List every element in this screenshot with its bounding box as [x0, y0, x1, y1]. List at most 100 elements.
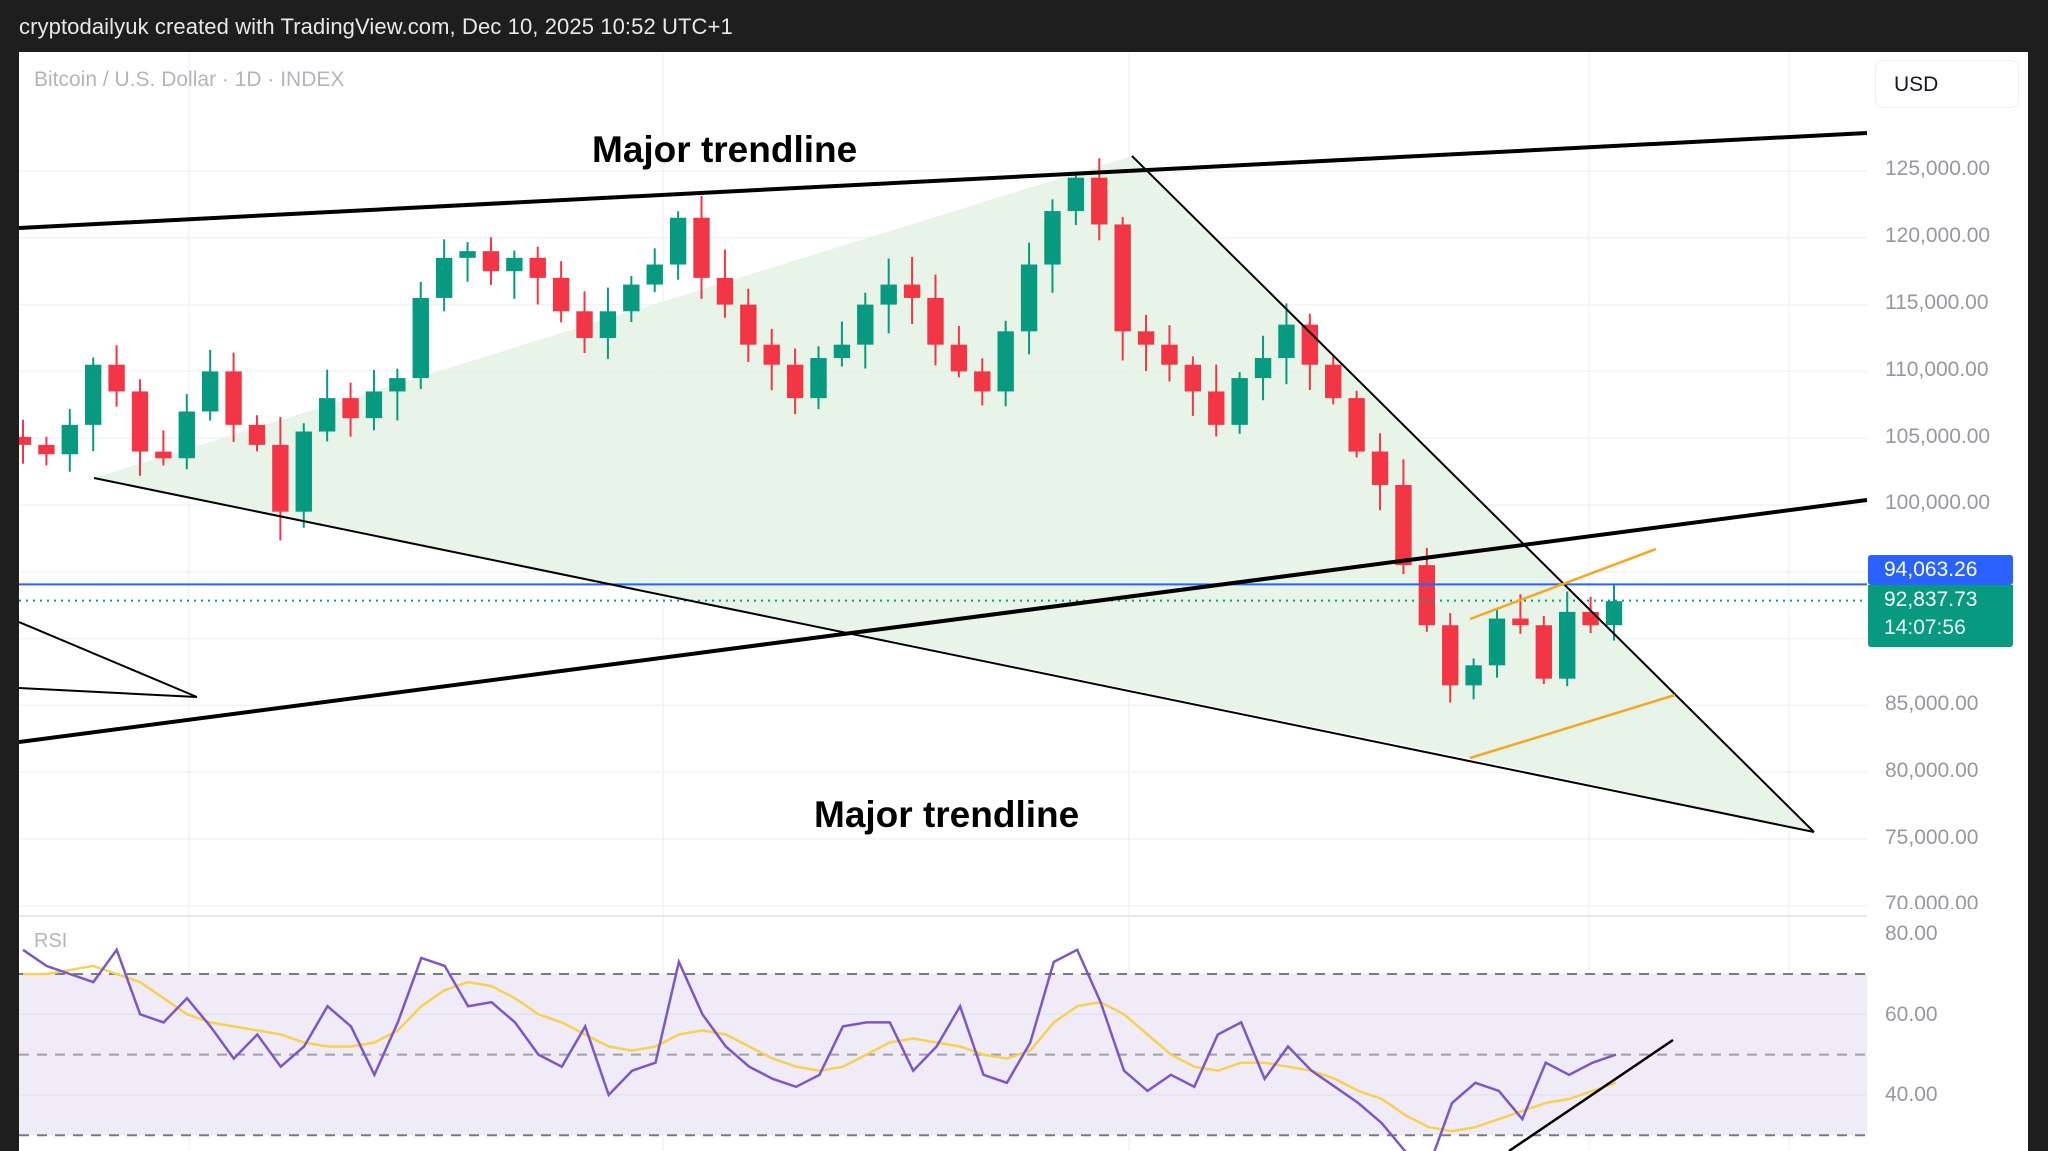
rsi-axis-label: 60.00 — [1885, 1003, 1938, 1026]
candle-body — [950, 344, 968, 372]
candle-body — [693, 217, 710, 278]
candle-body — [529, 257, 546, 278]
candle-body — [927, 297, 944, 345]
candle-body — [763, 344, 780, 365]
candle-body — [248, 424, 266, 445]
candle-body — [669, 217, 687, 265]
candle-body — [365, 391, 383, 419]
wedge-upper-line — [1131, 155, 1815, 833]
candle-body — [342, 398, 359, 419]
last-price-tag[interactable]: 92,837.73 14:07:56 — [1868, 585, 2013, 647]
candle-body — [108, 364, 125, 392]
candle-body — [1395, 484, 1412, 566]
price-axis-label: 125,000.00 — [1885, 157, 1991, 180]
candle-body — [1512, 618, 1529, 626]
candle-body — [646, 264, 663, 285]
attribution-text: cryptodailyuk created with TradingView.c… — [19, 14, 733, 39]
bar-countdown: 14:07:56 — [1884, 616, 1966, 639]
candle-body — [1582, 611, 1599, 626]
price-axis-label: 115,000.00 — [1885, 291, 1989, 314]
candle-body — [903, 284, 921, 298]
candle-body — [482, 251, 500, 272]
candle-body — [833, 344, 851, 359]
annotation-top-trendline[interactable]: Major trendline — [592, 129, 858, 170]
candle-body — [1442, 625, 1459, 686]
candle-body — [1184, 364, 1202, 392]
alert-price-tag[interactable]: 94,063.26 — [1868, 555, 2013, 585]
candle-body — [19, 436, 32, 445]
old-line-2 — [19, 687, 198, 698]
candle-body — [552, 277, 570, 312]
candle-body — [786, 364, 804, 399]
candle-body — [1254, 358, 1272, 379]
candle-body — [716, 277, 734, 305]
price-axis-label: 100,000.00 — [1885, 491, 1991, 514]
candle-body — [599, 311, 617, 338]
candle-body — [1348, 398, 1365, 452]
candle-body — [1278, 324, 1295, 359]
candle-body — [459, 251, 476, 258]
candle-body — [435, 257, 453, 298]
candle-body — [974, 371, 991, 392]
rsi-line — [22, 947, 1617, 1151]
old-line-1 — [19, 621, 198, 698]
last-price-value: 92,837.73 — [1884, 588, 1978, 611]
candle-body — [1161, 344, 1178, 365]
annotation-bottom-trendline[interactable]: Major trendline — [814, 794, 1080, 835]
candle-body — [131, 391, 149, 452]
alert-price-value: 94,063.26 — [1884, 558, 1978, 581]
price-axis-label: 120,000.00 — [1885, 224, 1991, 247]
candle-body — [1371, 451, 1389, 485]
candle-body — [155, 451, 172, 459]
candle-body — [85, 364, 102, 425]
candle-body — [810, 358, 827, 399]
channel-upper — [1469, 547, 1657, 621]
wedge-lower-line — [93, 477, 1815, 833]
rsi-trendline — [1508, 1038, 1674, 1151]
falling-wedge-fill — [94, 156, 1814, 832]
candle-body — [623, 284, 640, 312]
candle-body — [1418, 565, 1436, 626]
candle-body — [576, 311, 593, 338]
candle-body — [506, 257, 523, 272]
rsi-axis-label: 40.00 — [1885, 1083, 1938, 1106]
candle-body — [61, 424, 78, 455]
price-chart-canvas[interactable] — [19, 52, 2028, 1151]
channel-lower — [1469, 693, 1676, 760]
candle-body — [178, 411, 195, 459]
candle-body — [1114, 224, 1131, 332]
candle-body — [997, 331, 1014, 392]
rsi-axis-label: 80.00 — [1885, 922, 1938, 945]
candle-body — [38, 444, 55, 455]
candle-body — [1465, 665, 1482, 686]
symbol-legend[interactable]: Bitcoin / U.S. Dollar · 1D · INDEX — [34, 68, 345, 91]
top-bar: cryptodailyuk created with TradingView.c… — [0, 0, 2048, 52]
candle-body — [389, 378, 406, 392]
price-axis-label: 110,000.00 — [1885, 358, 1989, 381]
candle-body — [1020, 264, 1038, 332]
rsi-ma-line — [23, 964, 1617, 1133]
candle-body — [740, 304, 757, 345]
candle-body — [201, 371, 219, 412]
price-axis-label: 85,000.00 — [1885, 692, 1979, 715]
candle-body — [1091, 177, 1108, 225]
price-axis-label: 80,000.00 — [1885, 759, 1979, 782]
candle-body — [1301, 324, 1319, 365]
lower-major-trendline — [19, 498, 1868, 744]
candle-body — [1535, 625, 1552, 679]
candle-body — [1605, 601, 1623, 626]
price-axis-label: 70,000.00 — [1885, 892, 1979, 909]
rsi-legend[interactable]: RSI — [34, 930, 68, 952]
candle-body — [412, 297, 429, 379]
currency-button[interactable]: USD — [1875, 60, 2019, 108]
candle-body — [1208, 391, 1225, 425]
candle-body — [1325, 364, 1342, 399]
candle-body — [1488, 618, 1506, 666]
chart-frame[interactable]: Bitcoin / U.S. Dollar · 1D · INDEX USD 1… — [19, 52, 2028, 1151]
candle-body — [857, 304, 874, 345]
price-axis-label: 105,000.00 — [1885, 425, 1991, 448]
candle-body — [1044, 211, 1061, 265]
price-axis-label: 75,000.00 — [1885, 826, 1979, 849]
candle-body — [1067, 177, 1085, 212]
candle-body — [318, 398, 336, 432]
